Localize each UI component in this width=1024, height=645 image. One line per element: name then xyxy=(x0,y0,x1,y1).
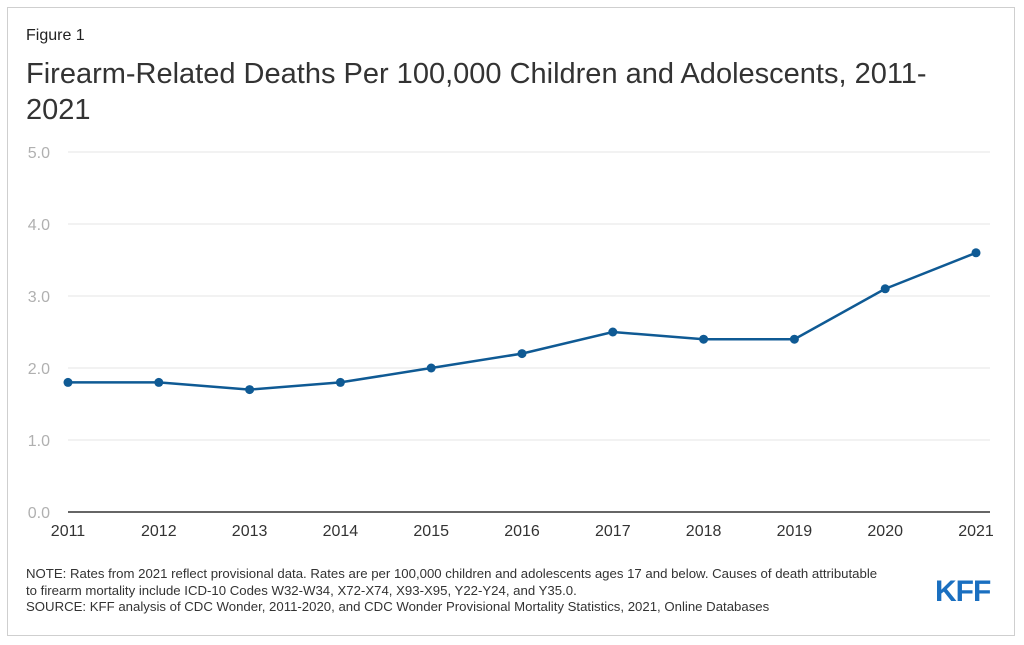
x-axis-ticks: 2011 2012 2013 2014 2015 2016 2017 2018 2019 2020… xyxy=(51,523,994,540)
y-tick-label: 1.0 xyxy=(28,433,50,450)
x-tick-label: 2020 xyxy=(867,523,903,540)
x-tick-label: 2012 xyxy=(141,523,177,540)
kff-logo: KFF xyxy=(935,575,991,608)
data-point xyxy=(699,334,709,344)
x-tick-label: 2011 xyxy=(51,523,86,540)
source-text: SOURCE: KFF analysis of CDC Wonder, 2011… xyxy=(26,599,770,614)
data-point xyxy=(426,363,436,373)
data-point xyxy=(880,284,890,294)
note-text: NOTE: Rates from 2021 reflect provisiona… xyxy=(26,566,878,598)
data-points xyxy=(63,248,981,395)
y-tick-label: 2.0 xyxy=(28,361,50,378)
notes-block: NOTE: Rates from 2021 reflect provisiona… xyxy=(26,566,886,616)
gridlines xyxy=(68,151,990,441)
x-tick-label: 2019 xyxy=(777,523,813,540)
x-tick-label: 2014 xyxy=(323,523,359,540)
data-point xyxy=(63,377,73,387)
y-tick-label: 3.0 xyxy=(28,289,50,306)
data-point xyxy=(335,377,345,387)
data-point xyxy=(154,377,164,387)
y-tick-label: 4.0 xyxy=(28,217,50,234)
figure-frame xyxy=(7,7,1015,636)
data-point xyxy=(608,327,618,337)
data-point xyxy=(245,385,255,395)
data-point xyxy=(517,349,527,359)
chart-title: Firearm-Related Deaths Per 100,000 Child… xyxy=(26,58,927,126)
x-tick-label: 2017 xyxy=(595,523,631,540)
figure-label: Figure 1 xyxy=(26,27,85,44)
x-tick-label: 2021 xyxy=(958,523,994,540)
y-tick-label: 0.0 xyxy=(28,505,50,522)
x-tick-label: 2018 xyxy=(686,523,722,540)
data-point xyxy=(971,248,981,258)
x-tick-label: 2016 xyxy=(504,523,540,540)
x-tick-label: 2015 xyxy=(413,523,449,540)
data-point xyxy=(789,334,799,344)
x-tick-label: 2013 xyxy=(232,523,268,540)
y-tick-label: 5.0 xyxy=(28,145,50,162)
y-axis-ticks: 0.0 1.0 2.0 3.0 4.0 5.0 xyxy=(28,145,50,522)
series-line xyxy=(68,251,977,391)
